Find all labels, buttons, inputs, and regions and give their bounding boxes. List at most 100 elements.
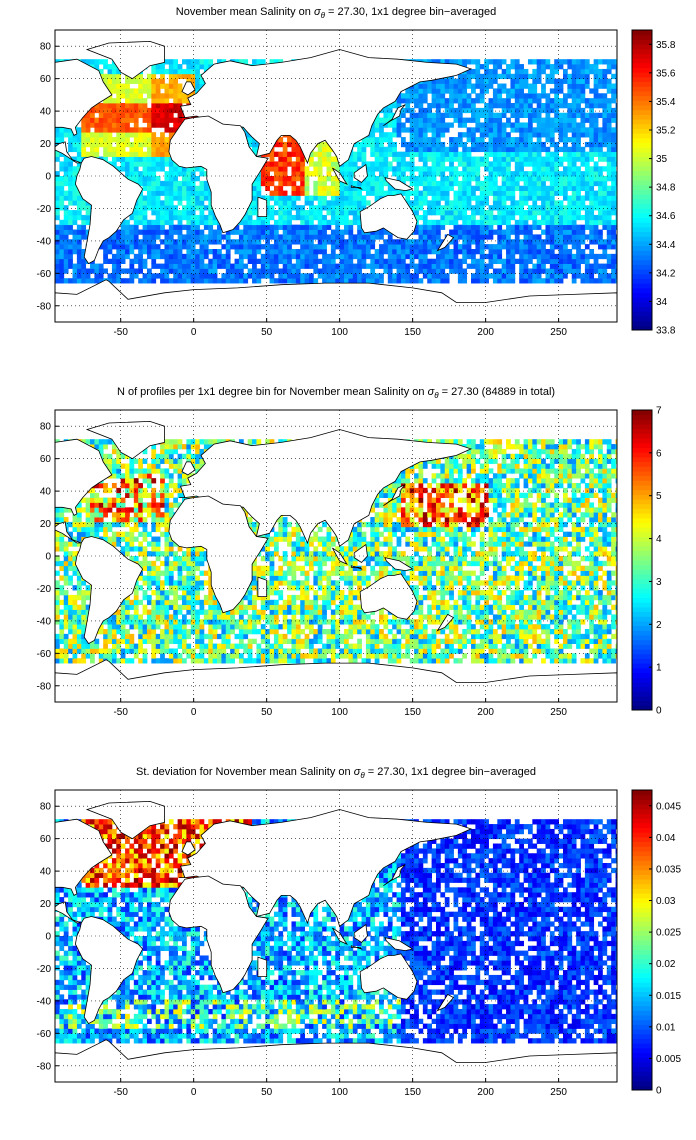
y-tick-label: -60 (37, 649, 52, 660)
x-tick-label: -50 (113, 327, 128, 338)
land-polygon (55, 58, 113, 136)
x-tick-label: 150 (404, 1087, 421, 1098)
land-polygon (55, 1039, 617, 1082)
x-tick-label: 0 (191, 707, 197, 718)
y-tick-label: -60 (37, 1029, 52, 1040)
land-polygon (55, 818, 113, 896)
x-tick-label: 50 (261, 707, 273, 718)
y-tick-label: 0 (45, 552, 51, 563)
land-polygon (257, 196, 268, 218)
colorbar-tick-label: 0.01 (656, 1022, 676, 1033)
x-tick-label: 250 (550, 327, 567, 338)
land-polygon (55, 521, 144, 645)
x-tick-label: 100 (331, 327, 348, 338)
chart-title: N of profiles per 1x1 degree bin for Nov… (116, 386, 556, 401)
colorbar-tick-label: 34.2 (656, 268, 676, 279)
y-tick-label: 40 (40, 487, 52, 498)
profile-count-panel: N of profiles per 1x1 degree bin for Nov… (0, 380, 696, 760)
x-tick-label: 50 (261, 1087, 273, 1098)
land-polygon (359, 573, 418, 620)
land-polygon (55, 141, 144, 265)
x-tick-label: 0 (191, 1087, 197, 1098)
land-polygon (436, 993, 455, 1012)
land-polygon (359, 193, 418, 240)
y-tick-label: -40 (37, 236, 52, 247)
x-tick-label: 100 (331, 1087, 348, 1098)
x-tick-label: 200 (477, 1087, 494, 1098)
land-polygon (384, 937, 414, 952)
y-tick-label: -80 (37, 1061, 52, 1072)
land-outlines (55, 40, 617, 322)
colorbar-tick-label: 0.04 (656, 833, 676, 844)
land-polygon (383, 864, 406, 887)
y-tick-label: -40 (37, 616, 52, 627)
y-tick-label: 80 (40, 42, 52, 53)
y-tick-label: 40 (40, 867, 52, 878)
y-tick-label: 60 (40, 834, 52, 845)
y-tick-label: 40 (40, 107, 52, 118)
colorbar-frame (631, 789, 653, 1091)
colorbar-tick-label: 33.8 (656, 326, 676, 337)
profile-count-map: -50 0 50 100 150 200 250806040200-20-40-60-807… (37, 406, 662, 719)
land-polygon (350, 945, 363, 950)
x-tick-label: 250 (550, 707, 567, 718)
land-polygon (55, 279, 617, 322)
land-polygon (85, 40, 165, 80)
colorbar-tick-label: 35.6 (656, 68, 676, 79)
land-polygon (85, 420, 165, 460)
land-polygon (353, 543, 368, 564)
y-tick-label: 0 (45, 172, 51, 183)
colorbar-frame (631, 29, 653, 331)
land-polygon (181, 81, 196, 96)
colorbar-tick-label: 0.035 (656, 864, 681, 875)
colorbar-frame (631, 409, 653, 711)
colorbar-tick-label: 6 (656, 448, 662, 459)
land-polygon (350, 185, 363, 190)
salinity-panel: November mean Salinity on σθ = 27.30, 1x… (0, 0, 696, 380)
salinity-map: -50 0 50 100 150 200 250806040200-20-40-60-803… (37, 29, 676, 338)
land-polygon (181, 461, 196, 476)
colorbar-tick-label: 2 (656, 620, 662, 631)
colorbar-tick-label: 0 (656, 1086, 662, 1097)
colorbar-tick-label: 0.03 (656, 896, 676, 907)
land-polygon (168, 115, 269, 234)
colorbar-tick-label: 3 (656, 577, 662, 588)
grid-lines (55, 790, 617, 1082)
land-polygon (181, 841, 196, 856)
land-polygon (168, 875, 269, 994)
y-tick-label: 20 (40, 899, 52, 910)
land-polygon (353, 163, 368, 184)
std-deviation-map: -50 0 50 100 150 200 250806040200-20-40-60-800… (37, 789, 681, 1098)
land-polygon (436, 613, 455, 632)
colorbar: 0.045 0.04 0.035 0.03 0.025 0.02 0.015 0.01 0.00… (631, 789, 681, 1097)
x-tick-label: 150 (404, 327, 421, 338)
land-polygon (353, 923, 368, 944)
land-polygon (350, 565, 363, 570)
y-tick-label: -40 (37, 996, 52, 1007)
y-tick-label: -20 (37, 964, 52, 975)
land-polygon (85, 800, 165, 840)
x-tick-label: 250 (550, 1087, 567, 1098)
land-polygon (383, 104, 406, 127)
land-polygon (257, 576, 268, 598)
x-tick-label: 200 (477, 707, 494, 718)
y-tick-label: -80 (37, 301, 52, 312)
land-polygon (359, 953, 418, 1000)
colorbar-tick-label: 5 (656, 491, 662, 502)
colorbar-tick-label: 35.2 (656, 126, 676, 137)
land-outlines (55, 420, 617, 702)
colorbar: 7 6 5 4 3 2 1 0 (631, 406, 662, 717)
land-polygon (55, 438, 113, 516)
colorbar-tick-label: 35 (656, 154, 668, 165)
land-polygon (436, 233, 455, 252)
colorbar-tick-label: 34.8 (656, 183, 676, 194)
land-polygon (55, 901, 144, 1025)
colorbar-tick-label: 35.8 (656, 40, 676, 51)
land-polygon (257, 956, 268, 978)
colorbar-tick-label: 34 (656, 297, 668, 308)
y-tick-label: 20 (40, 519, 52, 530)
colorbar-tick-label: 4 (656, 534, 662, 545)
chart-title: St. deviation for November mean Salinity… (136, 766, 536, 781)
colorbar-tick-label: 0.02 (656, 959, 676, 970)
grid-lines (55, 30, 617, 322)
